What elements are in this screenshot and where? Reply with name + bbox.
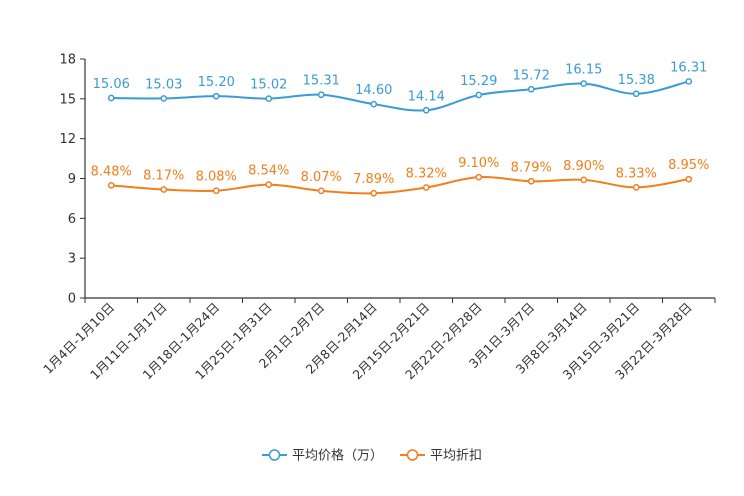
y-tick-label: 15 [59,92,76,107]
data-label: 14.14 [408,89,445,104]
data-label: 15.02 [250,78,287,93]
legend[interactable]: 平均价格（万） 平均折扣 [262,448,482,464]
legend-item-2[interactable]: 平均折扣 [400,449,482,464]
data-label: 14.60 [355,83,392,98]
data-label: 15.20 [198,75,235,90]
data-point[interactable] [107,182,115,189]
data-point[interactable] [107,94,115,102]
data-point[interactable] [685,175,693,183]
data-point[interactable] [475,91,483,99]
legend-label: 平均价格（万） [292,448,383,464]
data-point[interactable] [632,90,640,98]
data-label: 8.90% [563,159,604,174]
series-1: 15.06 15.03 15.20 15.02 15.31 14.60 14.14 15.29… [93,60,707,114]
data-point[interactable] [632,184,640,191]
data-point[interactable] [527,85,535,93]
data-label: 8.07% [301,170,342,185]
data-label: 15.03 [145,77,182,92]
data-label: 8.54% [248,164,289,179]
data-label: 8.79% [511,160,552,175]
data-label: 16.31 [670,60,707,75]
data-point[interactable] [317,91,325,99]
data-point[interactable] [527,177,535,185]
data-point[interactable] [580,176,588,184]
data-point[interactable] [212,92,220,100]
data-label: 15.31 [303,74,340,89]
legend-swatch-marker [406,449,419,461]
series-2: 8.48% 8.17% 8.08% 8.54% 8.07% 7.89% 8.32% 9.10%… [91,156,709,197]
data-point[interactable] [685,78,693,85]
data-label: 16.15 [565,63,602,78]
legend-item-1[interactable]: 平均价格（万） [262,448,383,464]
data-point[interactable] [317,187,325,195]
y-tick-label: 9 [68,172,76,187]
data-label: 8.48% [91,164,132,179]
y-tick-label: 0 [68,292,76,307]
data-point[interactable] [475,173,483,181]
y-tick-label: 18 [59,53,76,68]
data-point[interactable] [370,189,378,197]
data-label: 8.33% [616,166,657,181]
data-label: 8.08% [196,170,237,185]
data-point[interactable] [422,106,430,114]
data-label: 15.38 [618,73,655,88]
series-layer: 15.06 15.03 15.20 15.02 15.31 14.60 14.14 15.29… [91,60,709,197]
axes: 03691215181月4日-1月10日1月11日-1月17日1月18日-1月2… [40,53,716,382]
y-tick-label: 12 [59,132,76,147]
legend-swatch-marker [268,449,281,461]
legend-label: 平均折扣 [430,449,482,464]
data-point[interactable] [160,186,168,193]
data-point[interactable] [265,95,273,102]
y-tick-label: 3 [68,252,76,267]
data-label: 9.10% [458,156,499,171]
series-line [111,176,689,195]
data-label: 7.89% [353,172,394,187]
y-tick-label: 6 [68,212,76,227]
data-label: 8.17% [143,169,184,184]
series-line [111,80,689,112]
data-point[interactable] [580,80,588,87]
data-point[interactable] [422,184,430,191]
data-point[interactable] [370,100,378,108]
data-point[interactable] [265,181,273,188]
data-label: 8.32% [406,167,447,182]
data-label: 15.06 [93,77,130,92]
data-label: 8.95% [668,158,709,173]
data-label: 15.72 [513,68,550,83]
data-point[interactable] [160,95,168,102]
data-point[interactable] [212,187,220,195]
data-label: 15.29 [460,74,497,89]
